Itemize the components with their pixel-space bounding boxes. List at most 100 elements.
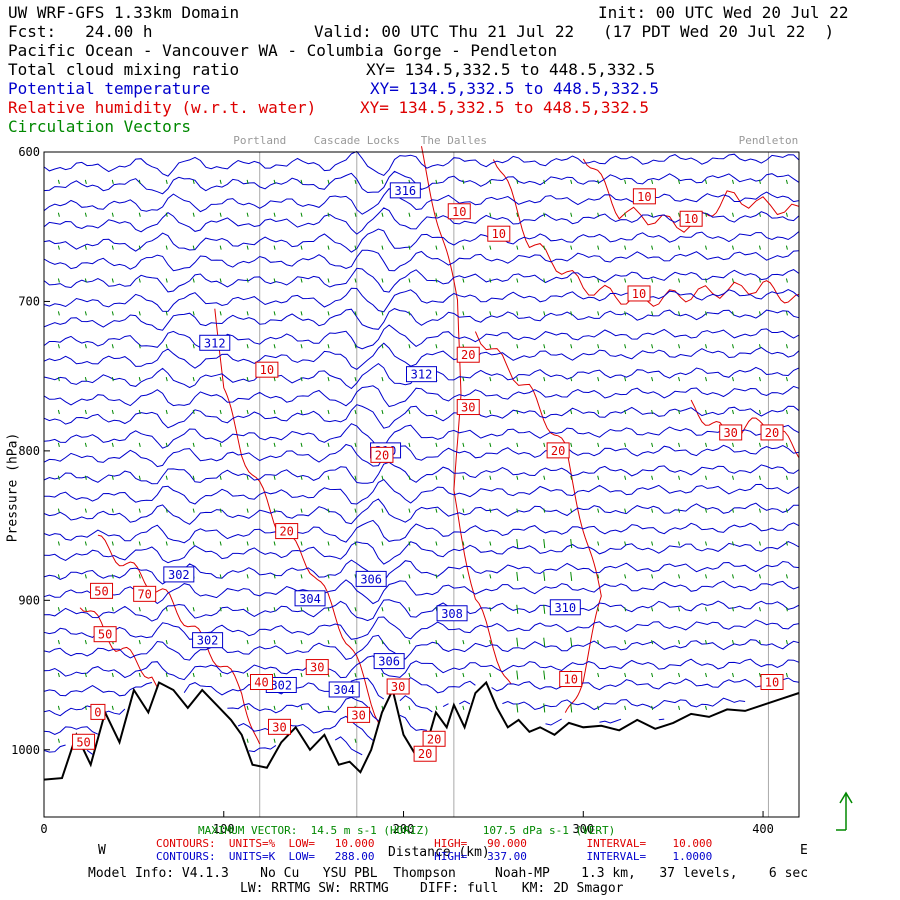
theta-contour [43, 150, 800, 177]
vector-mark [678, 245, 681, 250]
vector-mark [543, 344, 546, 349]
vector-mark [84, 475, 87, 480]
vector-mark [489, 212, 492, 217]
vector-mark [758, 607, 761, 612]
contour-label: 10 [632, 188, 656, 205]
vector-mark [543, 442, 546, 448]
plot-frame [43, 151, 800, 818]
contour-label: 30 [305, 659, 329, 676]
vector-mark [543, 670, 546, 680]
vector-mark [435, 541, 438, 546]
vector-mark [785, 541, 788, 546]
vector-mark [219, 574, 222, 579]
vector-mark [273, 738, 276, 743]
contour-label-text: 310 [554, 601, 576, 615]
vector-mark [705, 212, 708, 217]
theta-contour [43, 404, 800, 429]
contour-label-text: 312 [411, 368, 433, 382]
vector-mark [273, 409, 276, 415]
vector-mark [758, 475, 761, 480]
vector-mark [678, 212, 681, 217]
vector-mark [354, 607, 357, 612]
contour-label: 0 [90, 703, 106, 720]
vector-mark [435, 574, 438, 579]
vector-mark [381, 245, 384, 250]
contour-label: 10 [760, 674, 784, 691]
vector-mark [354, 377, 357, 382]
theta-contour [43, 695, 746, 722]
vector-mark [84, 640, 87, 645]
contour-label: 310 [549, 599, 581, 616]
vector-mark [678, 574, 681, 579]
vector-mark [57, 212, 60, 217]
vector-mark [758, 245, 761, 250]
contour-label: 30 [456, 399, 480, 416]
valid-time: Valid: 00 UTC Thu 21 Jul 22 (17 PDT Wed … [314, 22, 835, 41]
vector-mark [138, 607, 141, 612]
vector-mark [489, 278, 492, 283]
contour-label: 10 [447, 203, 471, 220]
contour-label: 302 [192, 632, 224, 649]
contour-label-text: 50 [98, 628, 112, 642]
vector-mark [705, 278, 708, 283]
theta-contour [43, 655, 800, 681]
vector-mark [327, 179, 330, 185]
theta-contour [43, 736, 363, 756]
vector-mark [381, 607, 384, 612]
vector-mark [705, 311, 708, 316]
theta-contour [43, 267, 800, 293]
vector-mark [785, 574, 788, 579]
vector-mark [758, 409, 761, 415]
y-tick-label: 900 [18, 593, 40, 607]
contour-label: 30 [267, 718, 291, 735]
x-tick-label: 300 [572, 822, 594, 836]
vector-mark [570, 278, 573, 283]
vector-mark [651, 475, 654, 480]
vector-mark [246, 574, 249, 579]
vector-mark [543, 508, 546, 513]
vector-mark [354, 212, 357, 217]
vector-mark [246, 705, 249, 711]
vector-mark [246, 738, 249, 743]
theta-contour [43, 498, 800, 525]
vector-mark [165, 508, 168, 513]
vector-mark [84, 212, 87, 217]
rh-contour [474, 331, 602, 713]
vector-mark [678, 409, 681, 415]
contour-label-text: 30 [391, 680, 405, 694]
vector-mark [435, 640, 438, 645]
contour-label-text: 10 [452, 205, 466, 219]
vector-mark [111, 541, 114, 546]
vector-mark [489, 344, 492, 349]
vector-mark [651, 344, 654, 349]
vector-mark [651, 672, 654, 678]
vector-mark [273, 475, 276, 480]
vector-mark [273, 442, 276, 448]
vector-mark [246, 541, 249, 546]
theta-contour [43, 287, 800, 313]
contour-label-text: 70 [137, 587, 151, 601]
field-rh-xy: XY= 134.5,332.5 to 448.5,332.5 [360, 98, 649, 117]
vector-mark [758, 672, 761, 678]
vector-mark [165, 278, 168, 283]
vector-mark [57, 640, 60, 645]
vector-mark [273, 245, 276, 250]
vector-mark [732, 409, 734, 415]
vector-mark [111, 377, 114, 382]
vector-mark [732, 179, 734, 185]
rh-contour-info: CONTOURS: UNITS=% LOW= 10.000 HIGH= 90.0… [156, 837, 713, 850]
vector-mark [273, 311, 276, 316]
vector-mark [570, 377, 573, 382]
vector-mark [516, 475, 519, 480]
theta-contour [43, 385, 800, 408]
vector-mark [597, 705, 600, 711]
vector-mark [138, 278, 141, 283]
vector-mark [597, 607, 600, 612]
vector-mark [111, 311, 114, 316]
vector-mark [597, 475, 600, 480]
vector-mark [678, 541, 681, 546]
vector-mark [489, 409, 492, 415]
vector-mark [111, 278, 114, 283]
contour-label: 20 [546, 442, 570, 459]
vector-mark [219, 409, 222, 415]
